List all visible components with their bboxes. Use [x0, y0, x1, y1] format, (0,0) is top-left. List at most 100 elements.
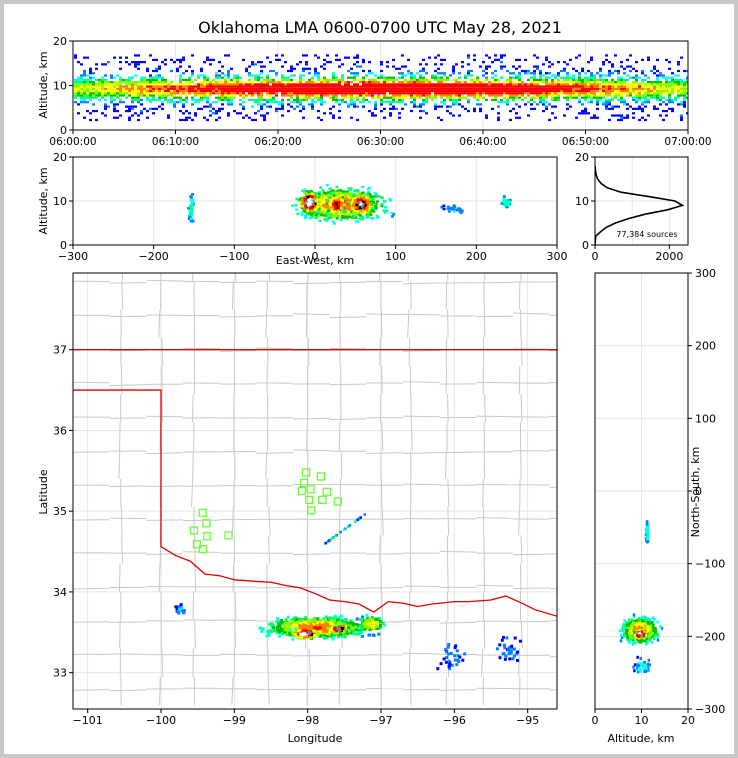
- time-height-cell: [203, 74, 206, 77]
- time-height-cell: [164, 98, 167, 102]
- time-height-cell: [203, 87, 206, 90]
- time-height-cell: [161, 85, 164, 88]
- time-height-cell: [653, 83, 656, 86]
- time-height-cell: [647, 56, 650, 59]
- east-west-cell: [315, 210, 319, 214]
- east-west-cell: [348, 213, 352, 216]
- time-height-cell: [536, 96, 539, 99]
- time-height-cell: [401, 81, 404, 84]
- time-height-cell: [317, 74, 320, 77]
- time-height-cell: [599, 94, 602, 97]
- time-height-cell: [83, 85, 86, 88]
- time-height-cell: [137, 89, 140, 93]
- time-height-cell: [134, 61, 137, 64]
- time-height-cell: [158, 94, 161, 97]
- time-height-cell: [479, 94, 482, 97]
- time-height-cell: [467, 94, 470, 97]
- time-height-cell: [137, 114, 140, 117]
- time-height-cell: [263, 89, 266, 93]
- time-height-cell: [137, 81, 140, 84]
- time-height-cell: [557, 85, 560, 88]
- east-west-cell: [358, 198, 362, 201]
- time-height-cell: [539, 98, 542, 102]
- time-height-cell: [113, 98, 116, 102]
- east-west-cell: [365, 206, 369, 209]
- time-height-cell: [356, 96, 359, 99]
- time-height-cell: [296, 105, 299, 108]
- time-height-cell: [647, 101, 650, 104]
- time-height-cell: [572, 67, 575, 70]
- time-height-cell: [221, 107, 224, 110]
- time-height-cell: [113, 85, 116, 88]
- time-height-cell: [260, 85, 263, 88]
- time-height-cell: [509, 83, 512, 86]
- county-line: [256, 347, 294, 350]
- time-height-cell: [452, 69, 455, 73]
- east-west-cell: [366, 204, 370, 208]
- time-height-cell: [170, 87, 173, 90]
- time-height-cell: [119, 85, 122, 88]
- histogram-profile-line: [595, 165, 685, 245]
- time-height-cell: [332, 96, 335, 99]
- time-height-cell: [383, 83, 386, 86]
- east-west-cell: [340, 191, 344, 195]
- time-height-cell: [425, 92, 428, 95]
- time-height-cell: [215, 101, 218, 104]
- time-height-cell: [386, 85, 389, 88]
- east-west-cell: [370, 199, 374, 202]
- time-height-cell: [485, 72, 488, 75]
- county-line: [190, 478, 194, 508]
- county-line: [120, 507, 123, 536]
- time-height-cell: [302, 78, 305, 82]
- time-height-cell: [608, 61, 611, 64]
- time-height-cell: [500, 101, 503, 104]
- time-height-cell: [419, 92, 422, 95]
- east-west-cell: [362, 199, 366, 202]
- east-west-cell: [339, 218, 343, 222]
- county-line: [194, 535, 196, 564]
- time-height-cell: [626, 116, 629, 119]
- time-height-cell: [314, 92, 317, 95]
- time-height-cell: [563, 87, 566, 90]
- time-height-cell: [134, 65, 137, 68]
- east-west-cell: [300, 204, 304, 207]
- time-height-cell: [584, 85, 587, 88]
- time-height-cell: [335, 54, 338, 57]
- time-height-cell: [302, 85, 305, 88]
- time-height-cell: [179, 94, 182, 97]
- time-height-cell: [392, 89, 395, 93]
- time-height-cell: [410, 96, 413, 99]
- time-height-cell: [86, 74, 89, 77]
- time-height-cell: [137, 96, 140, 99]
- time-height-cell: [209, 63, 212, 66]
- time-height-cell: [452, 78, 455, 82]
- map-density-cell: [276, 617, 280, 621]
- time-height-cell: [479, 96, 482, 99]
- time-height-cell: [260, 83, 263, 86]
- time-height-cell: [233, 109, 236, 113]
- time-height-cell: [572, 89, 575, 93]
- time-height-cell: [485, 54, 488, 57]
- time-height-cell: [437, 54, 440, 57]
- time-height-cell: [359, 81, 362, 84]
- time-height-cell: [143, 94, 146, 97]
- map-density-cell: [349, 619, 353, 623]
- time-height-cell: [125, 61, 128, 64]
- time-height-cell: [458, 81, 461, 84]
- time-height-cell: [335, 87, 338, 90]
- time-height-cell: [293, 107, 296, 110]
- county-line: [158, 563, 161, 592]
- time-height-cell: [611, 63, 614, 66]
- time-height-cell: [413, 92, 416, 95]
- east-west-cell: [305, 193, 309, 197]
- east-west-cell: [332, 204, 336, 208]
- time-height-cell: [245, 69, 248, 73]
- time-height-cell: [638, 107, 641, 110]
- time-height-cell: [515, 103, 518, 106]
- time-height-cell: [641, 96, 644, 99]
- east-west-cell: [506, 203, 510, 207]
- time-height-cell: [332, 72, 335, 75]
- time-height-cell: [635, 85, 638, 88]
- time-height-cell: [239, 92, 242, 95]
- time-height-cell: [632, 112, 635, 115]
